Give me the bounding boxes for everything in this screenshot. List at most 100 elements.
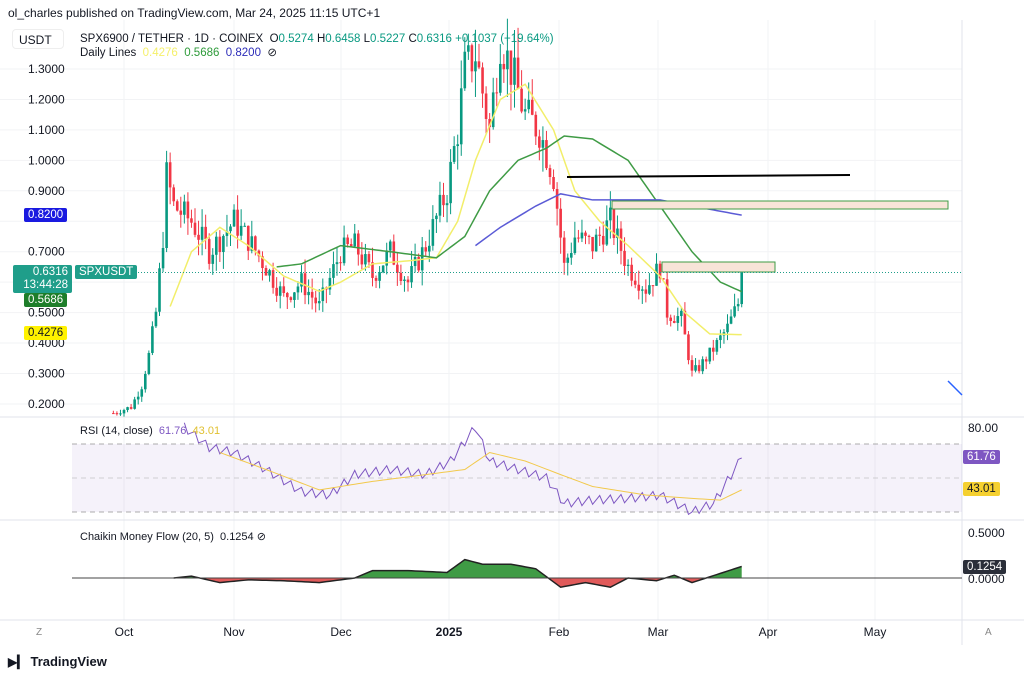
currency-button[interactable]: USDT (12, 29, 64, 49)
ticker-label: SPXUSDT (75, 265, 138, 279)
candle-up (641, 289, 644, 291)
candle-up (225, 231, 229, 236)
candle-up (506, 50, 509, 70)
cmf-value-label: 0.1254 (963, 560, 1007, 574)
candle-down (633, 280, 637, 285)
candle-up (243, 225, 246, 227)
current-price: 0.6316 (32, 266, 68, 278)
candle-up (119, 413, 122, 415)
rsi-legend: RSI (14, close) 61.76 43.01 (80, 425, 220, 437)
candle-down (367, 254, 371, 263)
candle-down (601, 235, 605, 245)
ma-mid-line (276, 135, 743, 293)
candle-up (467, 45, 470, 52)
cmf-legend-value: 0.1254 (220, 531, 254, 543)
candle-down (470, 45, 474, 72)
candle-up (438, 194, 442, 216)
candle-up (165, 162, 168, 248)
candle-up (229, 226, 232, 232)
candle-down (552, 177, 555, 190)
x-tick-label: Feb (549, 625, 570, 639)
candle-up (431, 219, 435, 246)
candle-down (548, 168, 552, 178)
candle-up (729, 316, 733, 324)
y-tick-label: 0.2000 (28, 397, 65, 411)
candle-up (278, 286, 282, 296)
candle-down (545, 140, 548, 169)
daily-lines-label[interactable]: Daily Lines (80, 47, 137, 59)
candle-down (264, 268, 268, 276)
candle-up (594, 234, 598, 252)
candle-down (179, 210, 183, 215)
tradingview-logo[interactable]: ▶︎▎ TradingView (8, 654, 107, 669)
candle-down (630, 264, 633, 281)
candle-up (609, 207, 612, 221)
y-tick-label: 1.0000 (28, 153, 65, 167)
candle-up (616, 228, 619, 239)
x-tick-label: Oct (115, 625, 134, 639)
candle-down (254, 236, 257, 251)
candle-down (697, 365, 701, 372)
ma1-value: 0.4276 (142, 47, 178, 59)
y-tick-label: 0.5000 (28, 306, 65, 320)
candle-down (168, 162, 172, 188)
candle-down (644, 289, 648, 294)
candle-up (648, 285, 651, 294)
visibility-icon[interactable]: ⊘ (267, 47, 278, 59)
candle-down (509, 50, 513, 85)
candle-up (151, 326, 154, 353)
candle-up (147, 352, 151, 374)
candle-down (310, 291, 314, 298)
candle-down (193, 222, 197, 235)
candle-down (303, 273, 307, 296)
candle-down (314, 297, 317, 304)
candle-down (530, 99, 534, 115)
candle-down (371, 262, 374, 278)
candle-down (396, 264, 399, 273)
candle-down (669, 317, 672, 322)
candle-up (445, 203, 449, 206)
candle-up (541, 140, 545, 148)
zoom-button[interactable]: Z (36, 627, 43, 638)
candle-up (428, 245, 431, 252)
candle-down (424, 247, 428, 252)
candle-up (708, 347, 712, 362)
candle-down (704, 359, 708, 362)
candle-down (690, 360, 694, 371)
candle-down (683, 310, 687, 335)
ma2-price-label: 0.5686 (24, 293, 68, 307)
trend-line (947, 380, 963, 396)
candle-up (491, 92, 495, 128)
candle-up (200, 226, 204, 240)
candle-up (332, 264, 335, 278)
open-value: 0.5274 (278, 33, 314, 45)
x-tick-label: Nov (223, 625, 244, 639)
candle-down (502, 63, 506, 70)
y-tick-label: 1.2000 (28, 92, 65, 106)
candle-down (236, 209, 239, 236)
symbol-title: SPX6900 / TETHER · 1D · COINEX (80, 33, 264, 45)
candle-down (339, 262, 342, 264)
candle-up (158, 268, 161, 312)
candle-down (495, 92, 499, 94)
candle-up (328, 277, 332, 290)
rsi-title: RSI (14, close) (80, 425, 153, 437)
candle-down (197, 234, 200, 240)
candle-down (346, 237, 349, 245)
candle-up (126, 407, 129, 411)
y-tick-label: 1.3000 (28, 62, 65, 76)
candle-up (122, 410, 126, 414)
auto-scale-button[interactable]: A (985, 627, 992, 638)
candle-up (676, 316, 680, 323)
supply-zone (611, 200, 949, 210)
rsi-band (72, 444, 962, 512)
candle-down (271, 270, 275, 288)
y-tick-label: 0.7000 (28, 245, 65, 259)
candle-down (115, 413, 119, 415)
candle-down (399, 272, 403, 281)
resistance-line (566, 174, 851, 178)
x-tick-label: Apr (759, 625, 778, 639)
candle-up (378, 272, 381, 281)
candle-down (261, 256, 264, 269)
